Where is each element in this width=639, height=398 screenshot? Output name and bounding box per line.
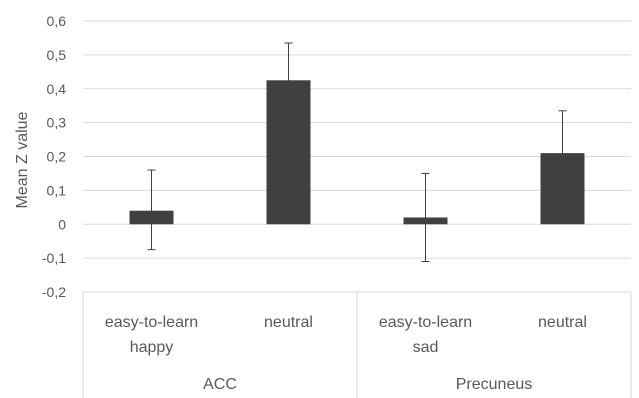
y-tick-label: 0 <box>58 216 66 232</box>
y-tick-label: -0,2 <box>42 284 66 300</box>
error-bars <box>147 42 567 263</box>
y-tick-label: 0,5 <box>47 47 67 63</box>
x-group-label: ACC <box>203 376 237 393</box>
y-axis-label: Mean Z value <box>14 111 31 208</box>
x-group-label: Precuneus <box>456 376 533 393</box>
x-category-label: neutral <box>264 314 313 331</box>
x-axis-categories: easy-to-learn happy neutral easy-to-learn sa… <box>82 292 632 398</box>
x-axis-groups: ACC Precuneus <box>203 376 532 393</box>
y-tick-label: 0,1 <box>47 182 67 198</box>
bars <box>129 80 585 225</box>
y-axis-ticks: 0,6 0,5 0,4 0,3 0,2 0,1 0 -0,1 -0,2 <box>42 13 66 300</box>
y-tick-label: -0,1 <box>42 250 66 266</box>
x-category-label: easy-to-learn <box>379 314 472 331</box>
y-tick-label: 0,6 <box>47 13 67 29</box>
x-category-label-line2: happy <box>130 339 174 356</box>
x-category-label-line2: sad <box>413 339 439 356</box>
x-category-label: easy-to-learn <box>105 314 198 331</box>
y-tick-label: 0,3 <box>47 115 67 131</box>
x-category-label: neutral <box>538 314 587 331</box>
y-tick-label: 0,4 <box>47 81 67 97</box>
y-tick-label: 0,2 <box>47 149 67 165</box>
